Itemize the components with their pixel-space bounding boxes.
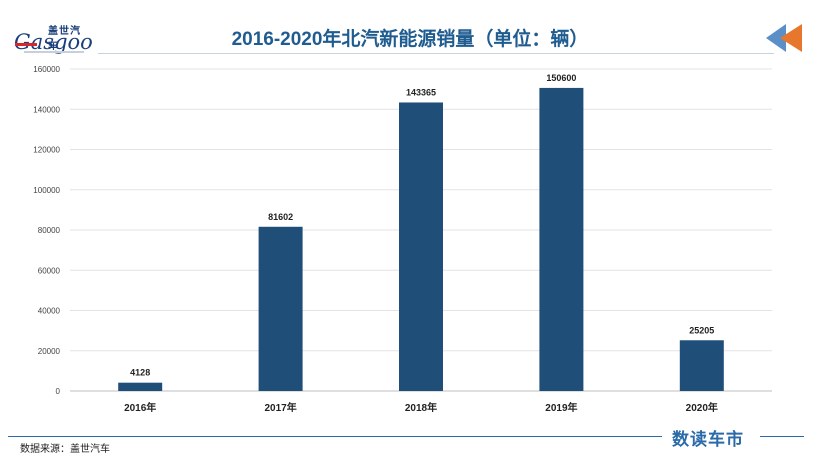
y-tick-label: 140000	[33, 105, 60, 114]
y-tick-label: 120000	[33, 146, 60, 155]
data-label: 4128	[130, 368, 150, 378]
x-tick-label: 2017年	[264, 401, 296, 414]
brand-mark: 数读车市	[672, 430, 744, 449]
bar-2016年	[118, 382, 163, 391]
logo-english-text: Gasgoo	[14, 30, 93, 54]
logo-underline	[24, 51, 84, 53]
chart-title: 2016-2020年北汽新能源销量（单位：辆）	[231, 29, 589, 50]
y-tick-label: 160000	[33, 65, 60, 74]
bar-2017年	[258, 226, 303, 391]
y-tick-label: 0	[56, 387, 61, 396]
bar-2019年	[539, 87, 584, 391]
bar-2020年	[679, 340, 724, 391]
gasgoo-logo: 盖世汽车 Gasgoo	[14, 22, 93, 56]
logo-red-stripe	[15, 43, 37, 46]
x-tick-label: 2018年	[405, 401, 437, 414]
y-tick-label: 60000	[38, 266, 61, 275]
logo-chinese-text: 盖世汽车	[48, 26, 81, 52]
y-tick-label: 40000	[38, 307, 61, 316]
data-label: 25205	[689, 325, 714, 335]
data-label: 81602	[268, 212, 293, 222]
x-tick-label: 2019年	[545, 401, 577, 414]
bar-2018年	[399, 102, 443, 391]
y-tick-label: 20000	[38, 347, 61, 356]
footer-divider-left	[8, 436, 662, 437]
y-tick-label: 80000	[38, 226, 61, 235]
double-arrow-left-icon	[766, 24, 802, 52]
data-label: 143365	[406, 87, 436, 97]
x-tick-label: 2016年	[124, 401, 156, 414]
title-divider	[98, 53, 774, 54]
footer-divider-right	[760, 436, 804, 437]
data-source-note: 数据来源：盖世汽车	[20, 444, 110, 455]
y-tick-label: 100000	[33, 186, 60, 195]
data-label: 150600	[546, 73, 576, 83]
x-tick-label: 2020年	[686, 401, 718, 414]
